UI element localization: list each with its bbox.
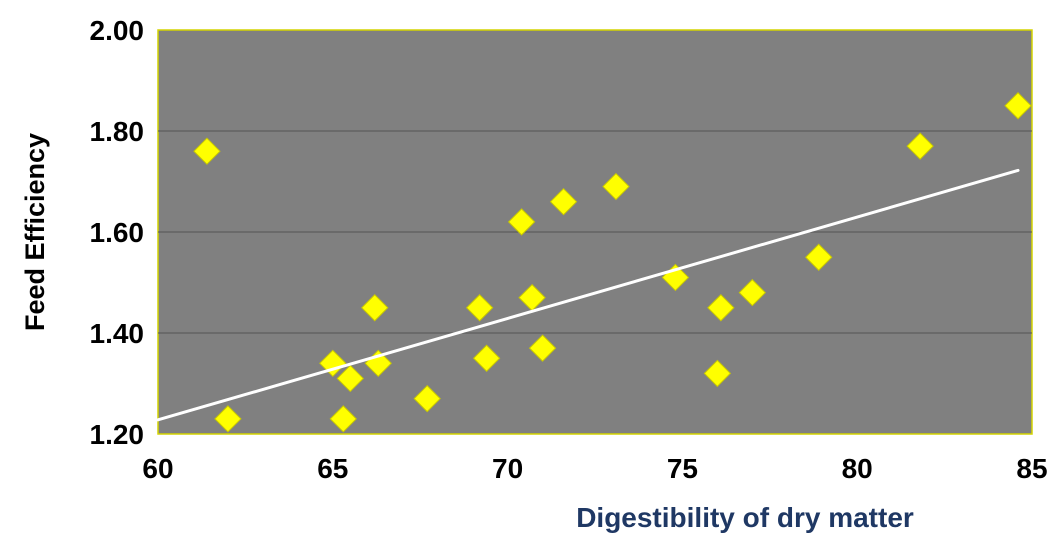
data-point xyxy=(507,208,536,236)
data-point xyxy=(549,187,578,216)
data-point xyxy=(602,172,630,201)
data-point xyxy=(906,132,934,160)
data-point xyxy=(361,294,389,322)
y-tick-label: 1.20 xyxy=(90,419,145,450)
data-point xyxy=(703,359,732,388)
x-axis-ticks: 60 65 70 75 80 85 xyxy=(142,453,1047,484)
x-tick-label: 75 xyxy=(667,453,698,484)
x-tick-label: 70 xyxy=(492,453,523,484)
y-axis-label: Feed Efficiency xyxy=(20,133,50,331)
y-tick-label: 1.60 xyxy=(90,217,145,248)
y-axis-ticks: 1.20 1.40 1.60 1.80 2.00 xyxy=(90,15,145,450)
gridlines xyxy=(158,130,1032,334)
data-point xyxy=(193,137,221,165)
trendline xyxy=(156,168,1020,422)
y-tick-label: 1.40 xyxy=(90,318,145,349)
data-point xyxy=(805,243,833,271)
data-point xyxy=(528,334,557,362)
y-tick-label: 2.00 xyxy=(90,15,145,46)
y-tick-label: 1.80 xyxy=(90,116,145,147)
data-point xyxy=(472,344,501,372)
data-point xyxy=(413,384,441,413)
data-point xyxy=(1004,92,1032,120)
data-point xyxy=(738,278,767,307)
x-tick-label: 60 xyxy=(142,453,173,484)
x-tick-label: 80 xyxy=(842,453,873,484)
data-point xyxy=(465,294,494,322)
data-point xyxy=(214,405,242,433)
data-point xyxy=(336,364,364,393)
x-tick-label: 65 xyxy=(317,453,348,484)
data-point xyxy=(329,405,357,433)
x-tick-label: 85 xyxy=(1016,453,1047,484)
x-axis-label: Digestibility of dry matter xyxy=(576,502,914,533)
data-point xyxy=(707,294,735,322)
